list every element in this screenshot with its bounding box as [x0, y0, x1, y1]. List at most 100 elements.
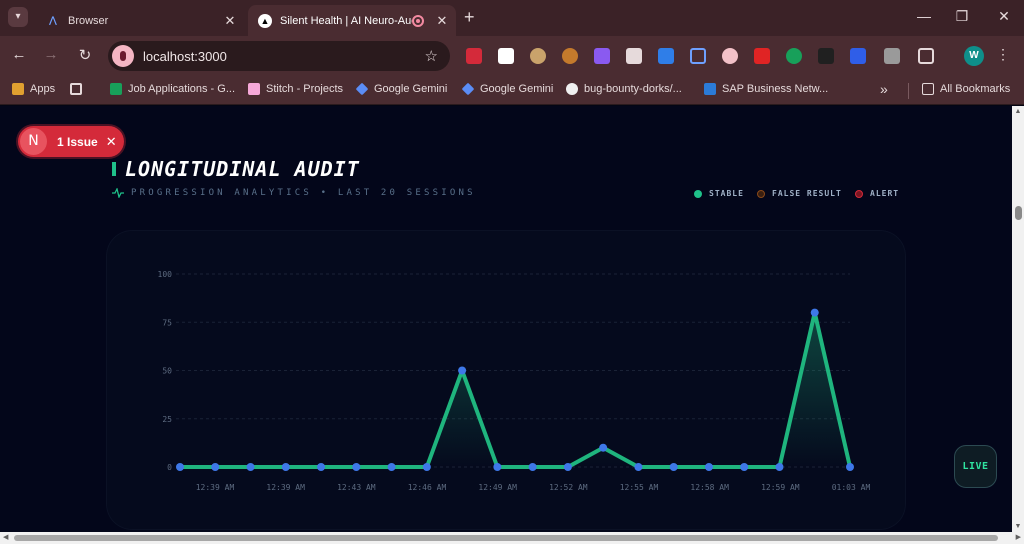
progression-line-chart: 0 25 50 75 100 12:39 AM 12:39 AM 12:43 AM 12:46…: [158, 270, 871, 492]
github-icon: [566, 83, 578, 95]
y-tick-label: 75: [162, 318, 172, 327]
live-button[interactable]: LIVE: [954, 445, 997, 488]
menu-dots-icon[interactable]: ⋮: [996, 46, 1010, 62]
tab-browser[interactable]: ⋀ Browser ✕: [36, 5, 244, 36]
extensions-puzzle-icon[interactable]: [918, 48, 934, 64]
nextjs-logo-icon: N: [20, 128, 47, 155]
stitch-icon: [248, 83, 260, 95]
data-point: [599, 443, 608, 452]
back-icon[interactable]: ←: [11, 46, 27, 63]
x-tick-label: 12:55 AM: [620, 483, 659, 492]
scroll-down-icon[interactable]: ▼: [1014, 523, 1022, 530]
horizontal-scroll-thumb[interactable]: [14, 535, 998, 541]
extension-icon[interactable]: [786, 48, 802, 64]
y-tick-label: 25: [162, 415, 172, 424]
forward-icon[interactable]: →: [43, 46, 59, 63]
new-tab-button[interactable]: +: [464, 7, 475, 27]
data-point: [846, 463, 854, 471]
data-point: [810, 308, 819, 317]
cookie-extension-icon[interactable]: [562, 48, 578, 64]
tab-title: Browser: [68, 14, 109, 27]
bookmark-stitch-projects[interactable]: Stitch - Projects: [248, 83, 343, 95]
bookmark-star-icon[interactable]: ☆: [424, 48, 438, 65]
horizontal-scrollbar[interactable]: ◀ ▶: [0, 532, 1024, 544]
url-text[interactable]: localhost:3000: [143, 48, 227, 64]
data-point: [704, 463, 713, 471]
close-tab-icon[interactable]: ✕: [436, 12, 448, 28]
issues-badge[interactable]: N 1 Issue ✕: [18, 126, 124, 157]
vertical-scroll-thumb[interactable]: [1015, 206, 1022, 220]
profile-avatar[interactable]: W: [964, 46, 984, 66]
extension-icon[interactable]: [850, 48, 866, 64]
scroll-right-icon[interactable]: ▶: [1015, 534, 1021, 541]
bookmark-google-gemini-2[interactable]: Google Gemini: [461, 82, 553, 96]
page-subtitle: PROGRESSION ANALYTICS • LAST 20 SESSIONS: [131, 188, 476, 198]
bookmark-bug-bounty-dorks[interactable]: bug-bounty-dorks/...: [566, 83, 682, 95]
x-tick-label: 01:03 AM: [832, 483, 871, 492]
bookmark-job-applications[interactable]: Job Applications - G...: [110, 83, 235, 95]
data-point: [387, 463, 396, 471]
tab-silent-health[interactable]: ▲ Silent Health | AI Neuro-Audit ✕: [248, 5, 456, 36]
bookmark-sap-business[interactable]: SAP Business Netw...: [704, 83, 828, 95]
address-bar[interactable]: localhost:3000 ☆: [108, 41, 450, 71]
data-point: [528, 463, 537, 471]
extension-icon[interactable]: [530, 48, 546, 64]
sheets-icon: [110, 83, 122, 95]
data-point: [246, 463, 255, 471]
data-point: [176, 463, 184, 471]
reload-icon[interactable]: ↻: [78, 47, 92, 64]
extension-icon[interactable]: [722, 48, 738, 64]
scroll-up-icon[interactable]: ▲: [1014, 108, 1022, 115]
x-tick-label: 12:39 AM: [266, 483, 305, 492]
bookmarks-bar: Apps Job Applications - G... Stitch - Pr…: [0, 76, 1024, 105]
folder-icon: [922, 83, 934, 95]
data-point: [493, 463, 502, 471]
legend-false-result: FALSE RESULT: [757, 189, 842, 198]
legend-alert: ALERT: [855, 189, 899, 198]
legend-stable: STABLE: [694, 189, 744, 198]
x-tick-label: 12:49 AM: [478, 483, 517, 492]
all-bookmarks[interactable]: All Bookmarks: [922, 83, 1010, 95]
microphone-icon[interactable]: [112, 45, 134, 67]
extension-icon[interactable]: [466, 48, 482, 64]
triangle-logo-icon: ▲: [258, 13, 272, 28]
data-point: [669, 463, 678, 471]
browser-tab-icon: ⋀: [49, 15, 57, 25]
series-line: [178, 310, 852, 469]
more-bookmarks-icon[interactable]: »: [880, 81, 888, 97]
minimize-icon[interactable]: —: [917, 8, 931, 24]
y-tick-label: 100: [158, 270, 173, 279]
close-window-icon[interactable]: ✕: [998, 8, 1010, 24]
extension-icon[interactable]: [818, 48, 834, 64]
vertical-scrollbar[interactable]: ▲ ▼: [1012, 106, 1024, 532]
tab-search-button[interactable]: ▾: [8, 7, 28, 27]
page-title: LONGITUDINAL AUDIT: [125, 157, 360, 181]
extension-icon[interactable]: [658, 48, 674, 64]
gemini-icon: [461, 82, 475, 96]
x-tick-label: 12:43 AM: [337, 483, 376, 492]
data-point: [281, 463, 290, 471]
issues-count[interactable]: 1 Issue: [57, 134, 98, 149]
extension-icon[interactable]: [690, 48, 706, 64]
extension-icon[interactable]: [754, 48, 770, 64]
tab-strip: ▾ ⋀ Browser ✕ ▲ Silent Health | AI Neuro…: [0, 0, 1024, 36]
sap-icon: [704, 83, 716, 95]
extension-icon[interactable]: [594, 48, 610, 64]
bookmark-apps[interactable]: Apps: [12, 83, 55, 95]
bookmark-google-gemini[interactable]: Google Gemini: [355, 82, 447, 96]
extension-icon[interactable]: [626, 48, 642, 64]
legend-dot: [757, 189, 765, 198]
scroll-left-icon[interactable]: ◀: [3, 534, 9, 541]
restore-icon[interactable]: ❐: [955, 8, 969, 24]
data-point: [740, 463, 749, 471]
legend-dot: [694, 189, 702, 198]
notion-extension-icon[interactable]: [498, 48, 514, 64]
page-content: N 1 Issue ✕ LONGITUDINAL AUDIT PROGRESSI…: [0, 106, 1012, 532]
tab-title: Silent Health | AI Neuro-Audit: [280, 14, 412, 27]
close-tab-icon[interactable]: ✕: [224, 12, 236, 28]
gemini-icon: [355, 82, 369, 96]
data-point: [352, 463, 361, 471]
dismiss-issues-icon[interactable]: ✕: [105, 133, 117, 149]
tab-groups-icon[interactable]: [70, 83, 88, 95]
extension-icon[interactable]: [884, 48, 900, 64]
